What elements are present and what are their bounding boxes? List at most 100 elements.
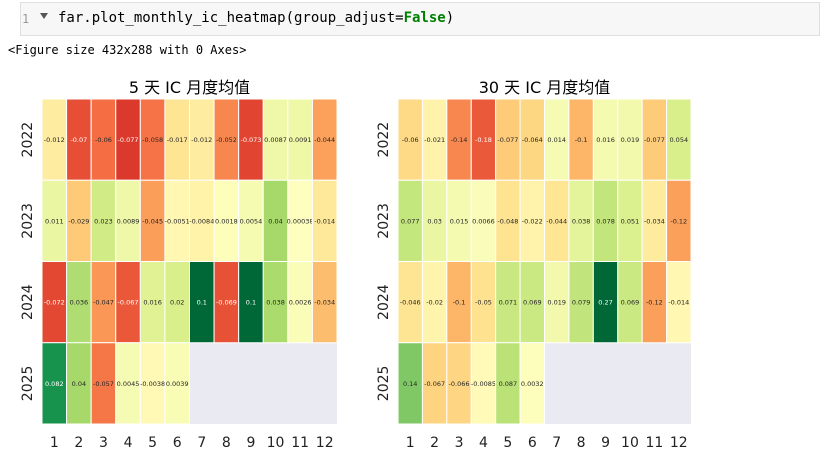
heatmap-cell [238, 179, 264, 262]
cell-label: -0.077 [497, 136, 518, 144]
cell-label: -0.0051 [165, 217, 190, 225]
heatmap-cell [666, 261, 692, 344]
cell-label: -0.034 [644, 217, 665, 225]
cell-label: -0.0084 [189, 217, 214, 225]
heatmap-cell [519, 342, 545, 425]
cell-label: 0.015 [450, 217, 469, 225]
x-tick-label: 4 [479, 435, 488, 451]
heatmap-cell [397, 98, 423, 181]
cell-label: 0.014 [547, 136, 566, 144]
cell-label: 0.079 [572, 299, 591, 307]
x-tick-label: 10 [621, 435, 639, 451]
cell-label: 0.078 [596, 217, 615, 225]
x-tick-label: 6 [173, 435, 182, 451]
code-line[interactable]: far.plot_monthly_ic_heatmap(group_adjust… [58, 10, 454, 26]
heatmap-cell [470, 179, 497, 262]
cell-label: 0.0089 [117, 217, 140, 225]
x-tick-label: 8 [577, 435, 586, 451]
heatmap-cell [592, 261, 619, 344]
x-tick-label: 1 [406, 435, 415, 451]
cell-label: 0.04 [72, 380, 86, 388]
heatmap-cell [139, 342, 166, 425]
heatmap-cell [617, 179, 643, 262]
heatmap-cell [568, 179, 594, 262]
cell-label: 0.054 [669, 136, 688, 144]
cell-label: 0.0045 [117, 380, 140, 388]
cell-label: 0.03 [427, 217, 441, 225]
x-tick-label: 9 [601, 435, 610, 451]
heatmap-cell [164, 179, 191, 262]
cell-label: 0.1 [246, 299, 256, 307]
y-tick-label: 2024 [20, 284, 36, 320]
cell-label: 0.087 [499, 380, 518, 388]
cell-label: -0.034 [314, 299, 335, 307]
cell-label: -0.18 [475, 136, 492, 144]
heatmap-cell [287, 98, 313, 181]
heatmap-cell [446, 179, 472, 262]
cell-label: 0.04 [268, 217, 282, 225]
heatmap-cell [311, 98, 338, 181]
chart-title: 30 天 IC 月度均值 [479, 78, 611, 97]
x-tick-label: 11 [645, 435, 663, 451]
cell-label: -0.012 [44, 136, 65, 144]
cell-label: -0.046 [400, 299, 421, 307]
cell-label: -0.052 [216, 136, 237, 144]
y-tick-label: 2024 [376, 284, 392, 320]
x-tick-label: 5 [503, 435, 512, 451]
x-tick-label: 5 [148, 435, 157, 451]
heatmap-cell [495, 98, 521, 181]
cell-label: -0.012 [191, 136, 212, 144]
cell-label: -0.021 [424, 136, 445, 144]
cell-label: 0.082 [45, 380, 64, 388]
heatmap-cell [592, 98, 619, 181]
y-tick-label: 2025 [376, 366, 392, 402]
x-tick-label: 9 [246, 435, 255, 451]
heatmap-cell [287, 261, 313, 344]
cell-label: -0.06 [95, 136, 112, 144]
heatmap-cell [139, 98, 166, 181]
cell-label: -0.05 [475, 299, 492, 307]
heatmap-cell [189, 261, 215, 344]
collapse-arrow-icon[interactable] [40, 13, 48, 19]
y-tick-label: 2022 [376, 122, 392, 158]
x-tick-label: 3 [99, 435, 108, 451]
heatmap-cell [421, 261, 448, 344]
cell-label: -0.077 [118, 136, 139, 144]
cell-label: 0.14 [403, 380, 417, 388]
cell-label: 0.069 [621, 299, 640, 307]
heatmap-cell [311, 179, 338, 262]
cell-label: -0.022 [522, 217, 543, 225]
x-tick-label: 7 [197, 435, 206, 451]
cell-label: 0.038 [266, 299, 285, 307]
code-keyword: False [403, 10, 446, 26]
code-suffix: ) [445, 10, 455, 26]
y-tick-label: 2023 [20, 203, 36, 239]
cell-label: -0.064 [522, 136, 543, 144]
cell-output: <Figure size 432x288 with 0 Axes> [8, 43, 247, 57]
cell-label: -0.12 [670, 217, 687, 225]
cell-label: 0.036 [70, 299, 89, 307]
cell-label: -0.045 [142, 217, 163, 225]
heatmap-cell [397, 342, 423, 425]
cell-label: 0.016 [143, 299, 162, 307]
cell-label: -0.07 [70, 136, 87, 144]
heatmap-cell [189, 179, 215, 262]
cell-label: -0.06 [402, 136, 419, 144]
cell-label: -0.0085 [471, 380, 496, 388]
cell-label: 0.0091 [289, 136, 312, 144]
cell-label: -0.12 [646, 299, 663, 307]
heatmap-cell [238, 261, 264, 344]
code-editor[interactable] [20, 2, 820, 36]
heatmap-cell [164, 342, 191, 425]
cell-label: -0.073 [240, 136, 261, 144]
cell-label: 0.0039 [166, 380, 189, 388]
y-tick-label: 2025 [20, 366, 36, 402]
heatmap-cell [617, 261, 643, 344]
heatmap-cell [666, 98, 692, 181]
cell-label: 0.27 [598, 299, 612, 307]
cell-label: 0.011 [45, 217, 64, 225]
cell-label: -0.058 [142, 136, 163, 144]
code-cell[interactable]: 1 far.plot_monthly_ic_heatmap(group_adju… [0, 0, 823, 40]
x-tick-label: 4 [124, 435, 133, 451]
heatmap-cell [421, 342, 448, 425]
